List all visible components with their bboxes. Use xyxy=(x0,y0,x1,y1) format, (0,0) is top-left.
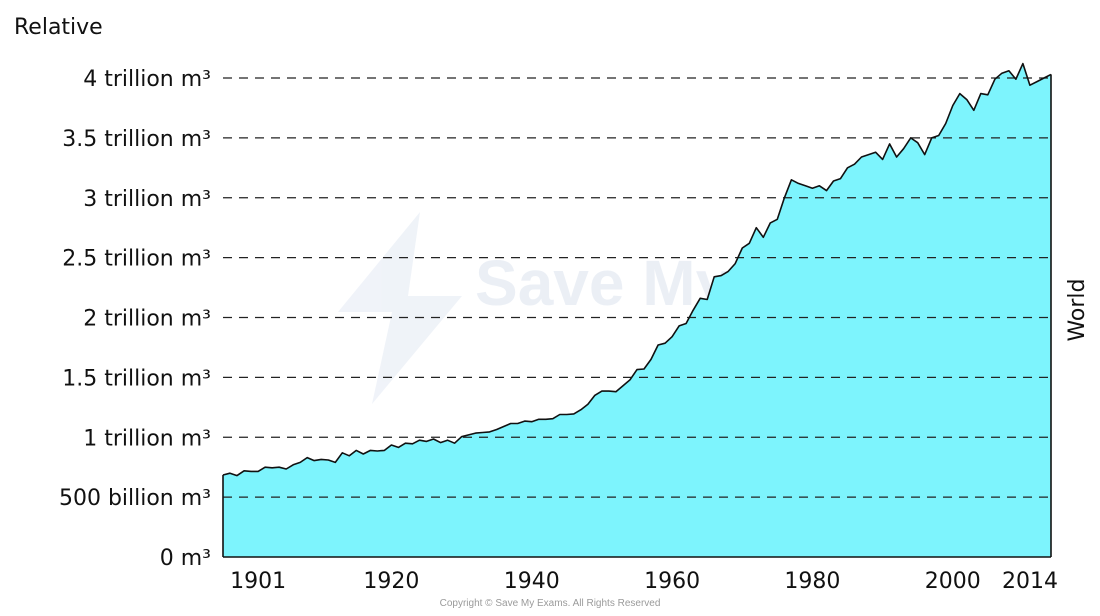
y-tick-label-1000: 1 trillion m³ xyxy=(83,426,211,451)
y-axis-tick-labels: 0 m³ 500 billion m³ 1 trillion m³ 1.5 trill… xyxy=(59,67,211,571)
copyright-text: Copyright © Save My Exams. All Rights Re… xyxy=(440,598,661,609)
gridlines xyxy=(223,77,1051,498)
y-tick-label-2500: 2.5 trillion m³ xyxy=(62,247,211,272)
series-line-world xyxy=(222,62,1052,477)
y-tick-label-3500: 3.5 trillion m³ xyxy=(62,127,211,152)
area-fill xyxy=(223,63,1051,557)
y-tick-label-2000: 2 trillion m³ xyxy=(83,307,211,332)
x-tick-label-1920: 1920 xyxy=(363,569,419,594)
x-tick-label-1980: 1980 xyxy=(784,569,840,594)
y-tick-label-0: 0 m³ xyxy=(160,546,211,571)
x-axis-tick-labels: 1901 1920 1940 1960 1980 2000 2014 xyxy=(230,569,1058,594)
y-tick-label-3000: 3 trillion m³ xyxy=(83,187,211,212)
x-tick-label-1901: 1901 xyxy=(230,569,286,594)
y-tick-label-500: 500 billion m³ xyxy=(59,486,211,511)
y-tick-label-4000: 4 trillion m³ xyxy=(83,67,211,92)
series-label-world: World xyxy=(1065,278,1090,341)
x-tick-label-1940: 1940 xyxy=(504,569,560,594)
y-tick-label-1500: 1.5 trillion m³ xyxy=(62,366,211,391)
x-tick-label-2014: 2014 xyxy=(1002,569,1058,594)
x-tick-label-2000: 2000 xyxy=(925,569,981,594)
y-axis-title: Relative xyxy=(14,15,103,40)
x-tick-label-1960: 1960 xyxy=(644,569,700,594)
